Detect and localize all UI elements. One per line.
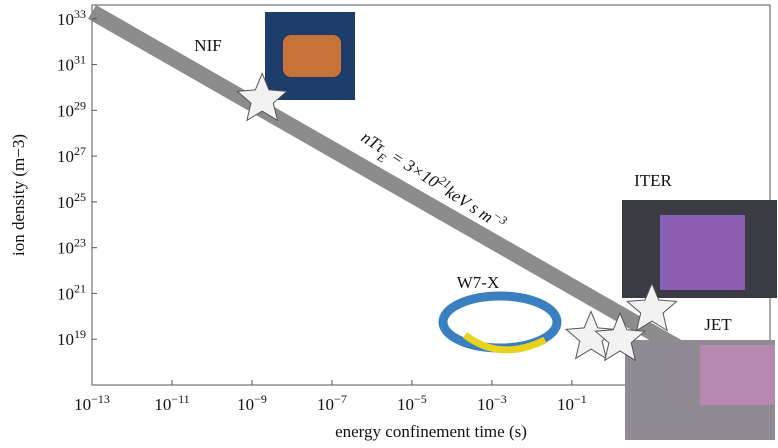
star-marker — [594, 311, 647, 362]
iter-image-detail — [660, 215, 745, 290]
jet-image-detail — [700, 345, 775, 405]
y-tick-label: 1025 — [57, 190, 86, 212]
y-tick-label: 1033 — [57, 7, 86, 29]
y-tick-label: 1021 — [57, 281, 86, 303]
x-tick-label: 10−11 — [154, 392, 189, 414]
nif-image-detail — [283, 35, 341, 77]
y-tick-label: 1029 — [57, 98, 86, 120]
device-label: NIF — [194, 36, 221, 55]
x-tick-label: 10−7 — [317, 392, 347, 414]
y-axis-label: ion density (m−3) — [9, 134, 28, 256]
star-marker — [236, 72, 289, 122]
w7x-image-detail — [462, 332, 547, 354]
plot-frame — [91, 4, 771, 386]
y-tick-label: 1027 — [57, 144, 86, 166]
x-tick-label: 10−5 — [397, 392, 427, 414]
star-marker — [564, 310, 617, 360]
x-tick-label: 10−13 — [74, 392, 110, 414]
x-tick-label: 10−3 — [477, 392, 507, 414]
y-tick-label: 1019 — [57, 327, 86, 349]
device-label: ITER — [634, 171, 672, 190]
star-marker — [625, 282, 678, 332]
y-tick-label: 1023 — [57, 236, 86, 258]
x-tick-label: 10−1 — [557, 392, 587, 414]
annotation-part: −3 — [490, 208, 509, 227]
confinement-band — [88, 4, 696, 363]
device-label: JET — [704, 315, 732, 334]
device-label: W7-X — [457, 273, 499, 292]
x-axis-label: energy confinement time (s) — [335, 422, 527, 441]
x-tick-label: 10−9 — [237, 392, 267, 414]
y-tick-label: 1031 — [57, 53, 86, 75]
